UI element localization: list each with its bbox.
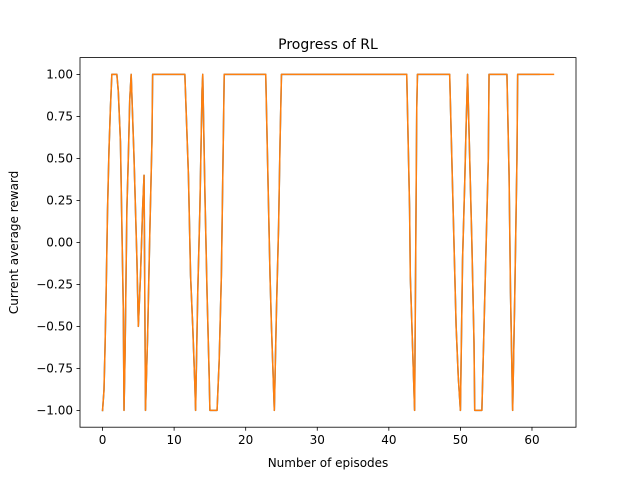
- x-tick-label: 60: [524, 433, 539, 447]
- y-tick-label: −1.00: [36, 404, 73, 418]
- x-tick-label: 50: [453, 433, 468, 447]
- y-tick-label: −0.50: [36, 320, 73, 334]
- chart-title: Progress of RL: [278, 37, 378, 53]
- x-tick-label: 40: [381, 433, 396, 447]
- x-tick-label: 0: [99, 433, 107, 447]
- series-line-2: [101, 73, 555, 412]
- x-tick-label: 30: [310, 433, 325, 447]
- y-axis-title: Current average reward: [7, 171, 21, 314]
- x-axis-title: Number of episodes: [268, 456, 389, 470]
- x-axis-ticks: 0 10 20 30 40 50 60: [99, 427, 540, 447]
- y-tick-label: 1.00: [46, 68, 73, 82]
- x-tick-label: 20: [238, 433, 253, 447]
- x-tick-label: 10: [166, 433, 181, 447]
- y-tick-label: 0.00: [46, 236, 73, 250]
- y-tick-label: 0.25: [46, 194, 73, 208]
- y-tick-label: 0.50: [46, 152, 73, 166]
- y-tick-label: −0.25: [36, 278, 73, 292]
- series-layer: [101, 73, 555, 412]
- y-axis-ticks: −1.00 −0.75 −0.50 −0.25 0.00 0.25 0.50 0.75 1.00: [36, 68, 80, 418]
- y-tick-label: −0.75: [36, 362, 73, 376]
- y-tick-label: 0.75: [46, 110, 73, 124]
